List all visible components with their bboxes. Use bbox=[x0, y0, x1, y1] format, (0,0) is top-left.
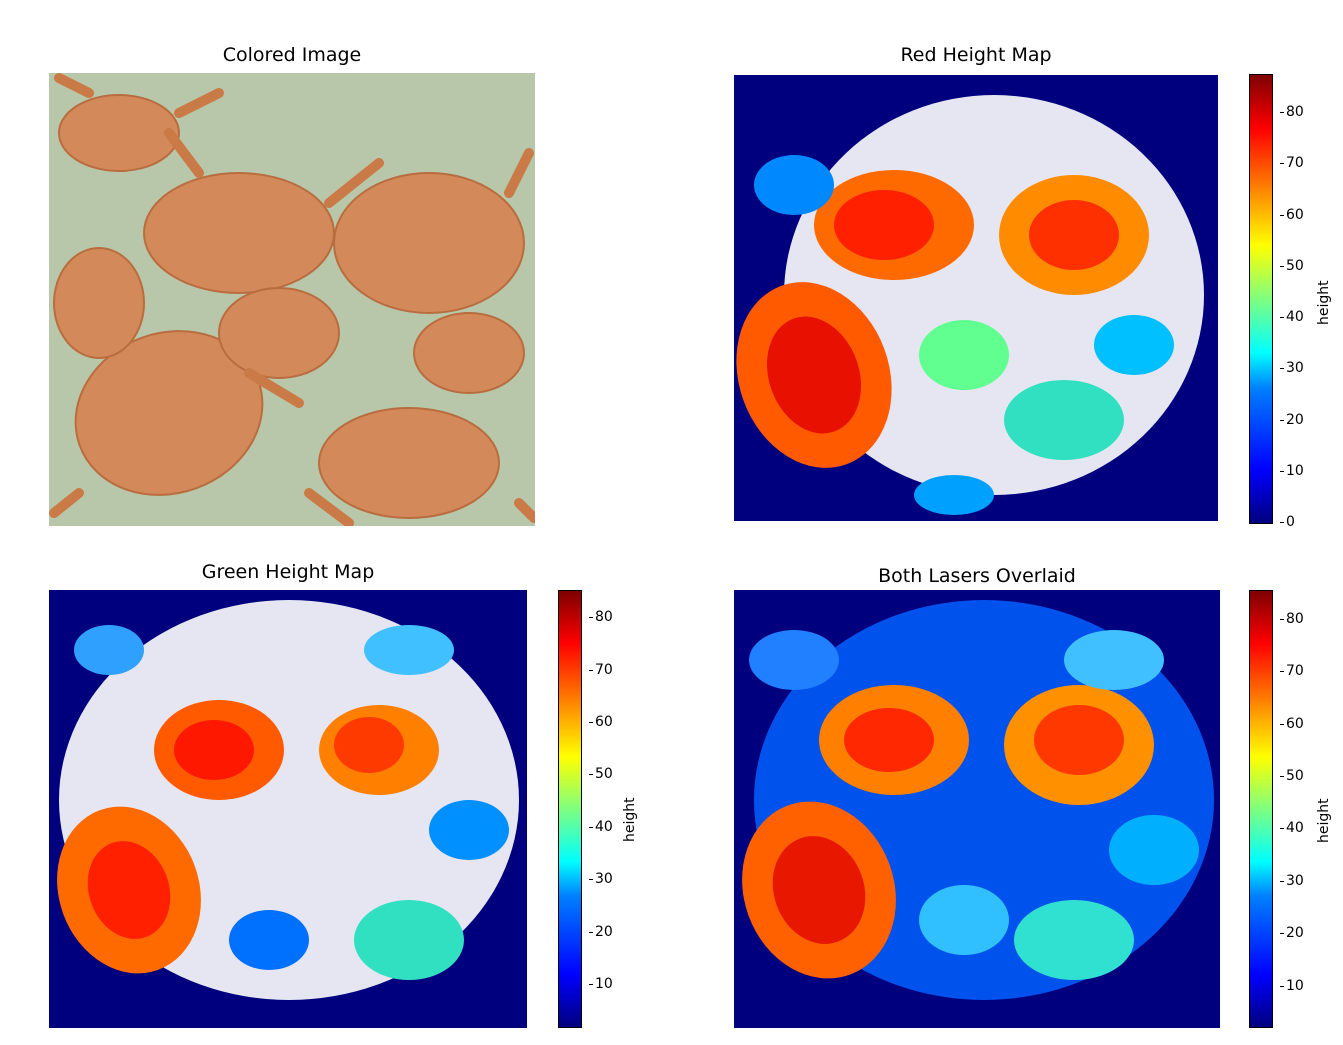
green-tick-20: 20 bbox=[589, 924, 613, 940]
red-tick-10: 10 bbox=[1280, 463, 1304, 479]
red-height-map-title: Red Height Map bbox=[900, 44, 1052, 66]
green-tick-50: 50 bbox=[589, 766, 613, 782]
crab-photo bbox=[49, 73, 535, 526]
red-colorbar bbox=[1249, 74, 1273, 524]
red-tick-0: 0 bbox=[1280, 514, 1295, 530]
both-colorbar bbox=[1249, 590, 1273, 1028]
green-tick-70: 70 bbox=[589, 662, 613, 678]
red-colorbar-label: height bbox=[1316, 280, 1332, 325]
green-tick-60: 60 bbox=[589, 714, 613, 730]
red-tick-30: 30 bbox=[1280, 360, 1304, 376]
green-tick-10: 10 bbox=[589, 976, 613, 992]
both-tick-20: 20 bbox=[1280, 925, 1304, 941]
green-colorbar-label: height bbox=[622, 797, 638, 842]
red-tick-40: 40 bbox=[1280, 309, 1304, 325]
both-lasers-title: Both Lasers Overlaid bbox=[878, 565, 1076, 587]
red-height-map-image bbox=[734, 75, 1218, 521]
red-tick-60: 60 bbox=[1280, 207, 1304, 223]
both-tick-30: 30 bbox=[1280, 873, 1304, 889]
colored-image bbox=[49, 73, 535, 526]
both-colorbar-label: height bbox=[1316, 798, 1332, 843]
red-tick-80: 80 bbox=[1280, 104, 1304, 120]
green-tick-40: 40 bbox=[589, 819, 613, 835]
both-tick-80: 80 bbox=[1280, 611, 1304, 627]
red-tick-50: 50 bbox=[1280, 258, 1304, 274]
both-tick-50: 50 bbox=[1280, 768, 1304, 784]
green-tick-30: 30 bbox=[589, 871, 613, 887]
green-height-map-title: Green Height Map bbox=[201, 561, 375, 583]
green-colorbar bbox=[558, 590, 582, 1028]
both-tick-60: 60 bbox=[1280, 716, 1304, 732]
red-tick-20: 20 bbox=[1280, 412, 1304, 428]
both-tick-70: 70 bbox=[1280, 663, 1304, 679]
both-tick-40: 40 bbox=[1280, 820, 1304, 836]
red-tick-70: 70 bbox=[1280, 155, 1304, 171]
both-tick-10: 10 bbox=[1280, 978, 1304, 994]
green-tick-80: 80 bbox=[589, 609, 613, 625]
colored-image-title: Colored Image bbox=[222, 44, 362, 66]
green-height-map-image bbox=[49, 590, 527, 1028]
both-lasers-image bbox=[734, 590, 1220, 1028]
